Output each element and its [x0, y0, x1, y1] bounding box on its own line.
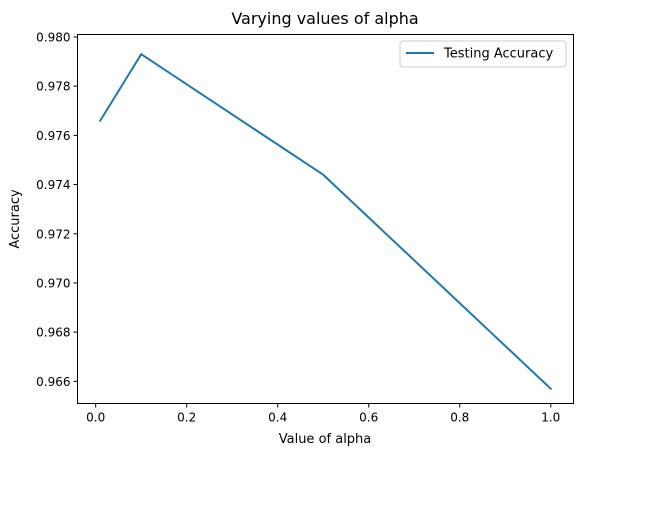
y-tick-label: 0.968 — [36, 326, 70, 340]
series-layer — [98, 53, 553, 391]
x-tick-label: 0.0 — [86, 411, 105, 425]
legend: Testing Accuracy — [399, 40, 567, 68]
y-tick-label: 0.980 — [36, 30, 70, 44]
chart-title: Varying values of alpha — [231, 9, 418, 28]
y-tick-label: 0.970 — [36, 276, 70, 290]
series-line-testing-accuracy — [98, 53, 553, 391]
legend-box — [399, 40, 567, 68]
y-tick-label: 0.966 — [36, 375, 70, 389]
x-tick-label: 1.0 — [541, 411, 560, 425]
x-tick-label: 0.6 — [359, 411, 378, 425]
y-tick-label: 0.978 — [36, 80, 70, 94]
x-tick-label: 0.4 — [268, 411, 287, 425]
y-tick-label: 0.976 — [36, 129, 70, 143]
y-tick-label: 0.974 — [36, 178, 70, 192]
x-tick-label: 0.2 — [177, 411, 196, 425]
x-tick-label: 0.8 — [450, 411, 469, 425]
x-axis-label: Value of alpha — [279, 432, 372, 447]
plot-frame — [77, 34, 574, 404]
y-axis-label: Accuracy — [8, 189, 23, 249]
x-axis-ticks: 0.0 0.2 0.4 0.6 0.8 1.0 — [86, 403, 560, 425]
y-axis-ticks: 0.966 0.968 0.970 0.972 0.974 0.976 0.978 0.980 — [36, 30, 78, 389]
legend-label-testing-accuracy: Testing Accuracy — [443, 47, 553, 62]
y-tick-label: 0.972 — [36, 227, 70, 241]
